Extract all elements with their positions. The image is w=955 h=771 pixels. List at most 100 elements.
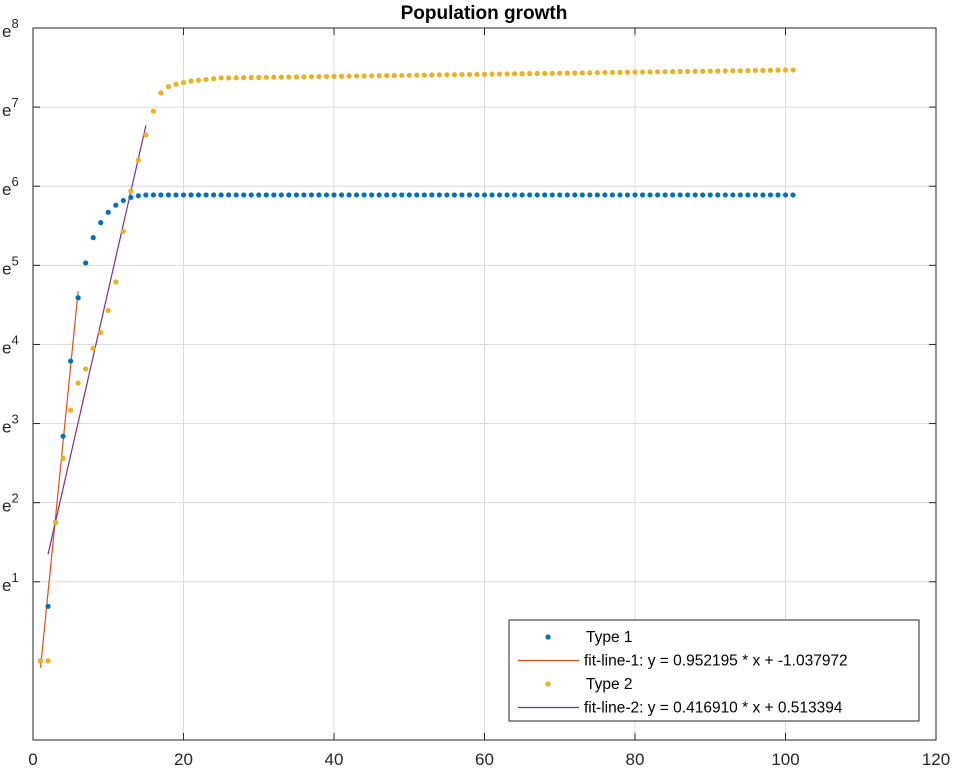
data-point xyxy=(504,71,510,77)
data-point xyxy=(346,192,352,198)
data-point xyxy=(466,71,473,78)
data-point xyxy=(700,192,706,198)
data-point xyxy=(293,192,299,198)
data-point xyxy=(45,603,51,609)
data-point xyxy=(233,75,239,81)
data-point xyxy=(594,70,600,76)
data-point xyxy=(286,192,292,198)
data-point xyxy=(376,192,382,198)
data-point xyxy=(557,192,563,198)
data-point xyxy=(639,192,646,198)
legend-label: Type 1 xyxy=(586,629,633,646)
data-point xyxy=(211,76,217,82)
data-point xyxy=(444,72,450,78)
legend-label: fit-line-1: y = 0.952195 * x + -1.037972 xyxy=(584,653,848,670)
data-point xyxy=(203,192,209,198)
data-point xyxy=(60,455,66,461)
data-point xyxy=(218,75,224,81)
x-tick-label: 20 xyxy=(174,750,193,769)
y-tick-label: e5 xyxy=(2,253,19,278)
data-point xyxy=(647,192,653,198)
data-point xyxy=(233,192,239,198)
data-point xyxy=(542,70,548,77)
data-point xyxy=(256,74,262,81)
data-point xyxy=(745,67,751,74)
data-point xyxy=(241,75,247,81)
data-point xyxy=(263,74,269,80)
data-point xyxy=(248,192,254,198)
data-point xyxy=(414,192,420,198)
data-point xyxy=(226,75,232,81)
x-tick-label: 80 xyxy=(626,750,645,769)
data-point xyxy=(549,70,555,76)
data-point xyxy=(767,67,774,73)
data-point xyxy=(624,69,631,75)
data-point xyxy=(60,433,66,439)
data-point xyxy=(68,358,74,364)
data-point xyxy=(496,192,503,198)
data-point xyxy=(451,192,457,198)
data-point xyxy=(98,329,104,336)
data-point xyxy=(677,192,683,198)
y-tick-exponent: 1 xyxy=(11,570,18,585)
y-tick-label: e7 xyxy=(2,95,19,120)
data-point xyxy=(421,192,427,198)
y-tick-exponent: 3 xyxy=(11,412,18,427)
data-point xyxy=(83,366,89,372)
data-point xyxy=(406,72,412,78)
data-point xyxy=(572,192,578,198)
data-point xyxy=(730,192,736,198)
data-point xyxy=(632,69,638,75)
data-point xyxy=(760,192,766,198)
data-point xyxy=(429,192,435,198)
data-point xyxy=(143,132,149,138)
data-point xyxy=(685,192,691,198)
data-point xyxy=(639,69,646,75)
data-point xyxy=(226,192,232,198)
data-point xyxy=(745,192,751,198)
data-point xyxy=(782,192,789,198)
data-point xyxy=(105,307,111,314)
legend-marker xyxy=(545,634,551,640)
x-tick-label: 0 xyxy=(28,750,37,769)
data-point xyxy=(700,68,706,74)
data-point xyxy=(165,83,172,90)
data-point xyxy=(278,192,284,198)
data-point xyxy=(670,69,676,75)
data-point xyxy=(489,71,495,77)
data-point xyxy=(737,68,743,74)
data-point xyxy=(180,192,187,198)
y-tick-exponent: 8 xyxy=(11,16,18,31)
data-point xyxy=(579,192,585,198)
data-point xyxy=(481,71,488,77)
y-tick-exponent: 4 xyxy=(11,332,18,347)
data-point xyxy=(256,192,262,198)
data-point xyxy=(248,74,254,81)
data-point xyxy=(436,192,442,198)
data-point xyxy=(120,197,126,204)
y-tick-label: e2 xyxy=(2,491,19,516)
data-point xyxy=(271,192,277,198)
data-point xyxy=(369,192,375,198)
data-point xyxy=(496,71,503,77)
y-tick-label: e6 xyxy=(2,174,19,199)
data-point xyxy=(647,69,653,75)
data-point xyxy=(180,79,187,86)
data-point xyxy=(90,235,96,241)
data-point xyxy=(421,72,427,78)
y-tick-base: e xyxy=(2,101,11,120)
legend: Type 1 fit-line-1: y = 0.952195 * x + -1.… xyxy=(508,619,920,722)
data-point xyxy=(37,658,44,664)
data-point xyxy=(150,108,156,114)
data-point xyxy=(331,192,337,198)
data-point xyxy=(587,192,593,198)
data-point xyxy=(278,74,284,80)
data-point xyxy=(692,68,698,74)
data-point xyxy=(301,192,307,198)
data-point xyxy=(534,70,540,77)
data-point xyxy=(534,192,540,198)
data-point xyxy=(195,192,202,198)
data-point xyxy=(654,69,661,75)
